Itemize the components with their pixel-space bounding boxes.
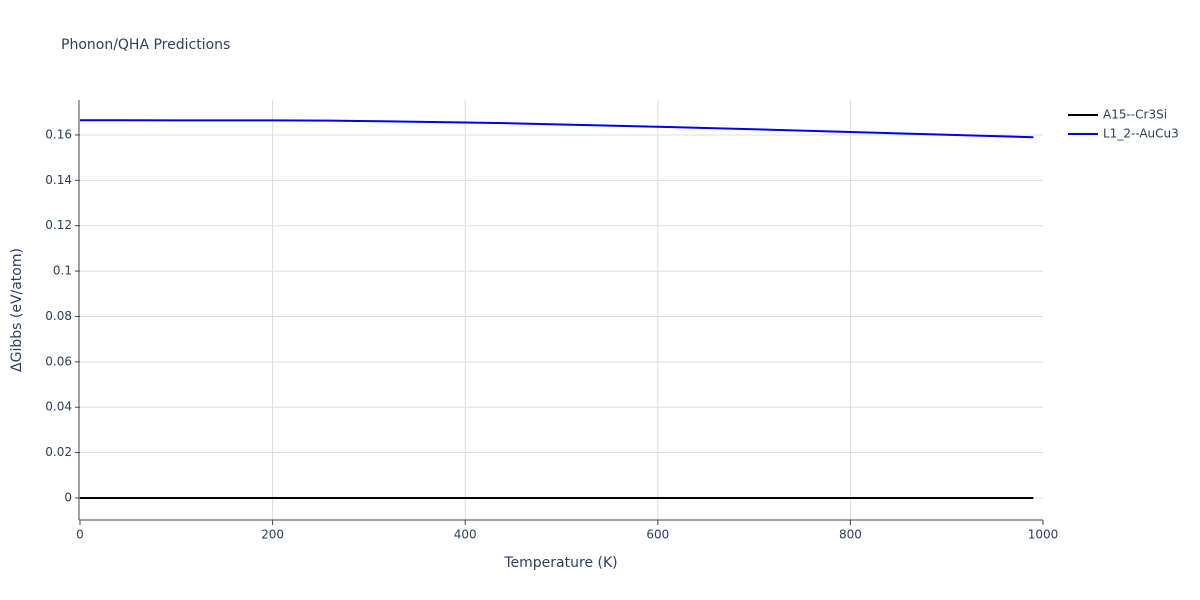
y-tick-label: 0.08 — [45, 309, 72, 323]
y-tick-label: 0.06 — [45, 354, 72, 368]
legend-label: A15--Cr3Si — [1103, 108, 1167, 122]
y-axis-label: ΔGibbs (eV/atom) — [9, 248, 25, 372]
x-tick-label: 1000 — [1028, 528, 1059, 542]
y-tick-label: 0.12 — [45, 218, 72, 232]
y-tick-label: 0.1 — [53, 264, 72, 278]
series-line — [79, 119, 1034, 139]
x-tick-label: 0 — [76, 528, 84, 542]
x-tick-label: 200 — [261, 528, 284, 542]
x-tick-label: 600 — [646, 528, 669, 542]
y-tick-label: 0 — [64, 490, 72, 504]
y-tick-label: 0.04 — [45, 400, 72, 414]
y-tick-label: 0.02 — [45, 445, 72, 459]
x-axis-label: Temperature (K) — [503, 555, 617, 571]
chart-title: Phonon/QHA Predictions — [61, 37, 230, 53]
y-tick-label: 0.16 — [45, 127, 72, 141]
x-tick-label: 800 — [839, 528, 862, 542]
y-tick-label: 0.14 — [45, 173, 72, 187]
x-tick-label: 400 — [454, 528, 477, 542]
legend-label: L1_2--AuCu3 — [1103, 127, 1179, 141]
